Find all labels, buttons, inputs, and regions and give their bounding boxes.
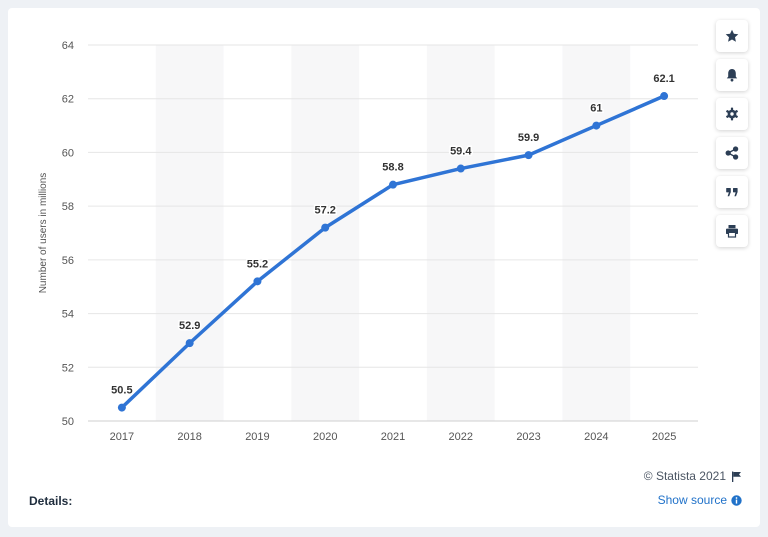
share-icon <box>725 146 739 160</box>
data-labels: 50.5 52.9 55.2 57.2 58.8 59.4 59.9 61 62.1 <box>110 72 677 399</box>
x-axis-ticks: 2017 2018 2019 2020 2021 2022 2023 2024 2025 <box>110 431 677 443</box>
bell-icon <box>726 69 738 82</box>
share-button[interactable] <box>716 137 748 169</box>
print-button[interactable] <box>716 215 748 247</box>
gridlines <box>88 44 698 422</box>
y-axis-label: Number of users in millions <box>38 173 49 294</box>
x-tick-label: 2021 <box>381 431 405 443</box>
y-tick-label: 52 <box>62 362 74 374</box>
data-point[interactable] <box>456 164 465 173</box>
x-tick-label: 2018 <box>177 431 201 443</box>
data-point[interactable] <box>117 403 126 412</box>
copyright-text: © Statista 2021 <box>643 469 726 483</box>
column-band <box>562 45 631 421</box>
chart-card: 50 52 54 56 58 60 62 64 2017 2018 2019 2020 2021 202… <box>8 8 760 527</box>
x-tick-label: 2025 <box>652 431 676 443</box>
y-tick-label: 64 <box>62 40 74 52</box>
data-label: 62.1 <box>653 73 674 85</box>
data-label: 52.9 <box>179 320 200 332</box>
quote-icon <box>726 188 738 197</box>
settings-button[interactable] <box>716 98 748 130</box>
data-label: 58.8 <box>382 162 403 174</box>
data-label: 59.9 <box>518 132 539 144</box>
y-tick-label: 54 <box>62 309 74 321</box>
favorite-button[interactable] <box>716 20 748 52</box>
star-icon <box>725 29 739 42</box>
copyright: © Statista 2021 <box>644 469 742 483</box>
data-point[interactable] <box>321 223 330 232</box>
column-band <box>155 45 224 421</box>
y-tick-label: 56 <box>62 255 74 267</box>
column-bands <box>155 45 631 421</box>
y-tick-label: 58 <box>62 201 74 213</box>
y-tick-label: 50 <box>62 416 74 428</box>
data-point[interactable] <box>185 339 194 348</box>
x-tick-label: 2020 <box>313 431 337 443</box>
show-source-label: Show source <box>657 493 727 507</box>
y-tick-label: 62 <box>62 94 74 106</box>
data-label: 61 <box>590 103 602 115</box>
cite-button[interactable] <box>716 176 748 208</box>
info-icon <box>731 494 742 506</box>
data-points <box>117 92 669 412</box>
x-tick-label: 2023 <box>516 431 540 443</box>
gear-icon <box>726 107 738 121</box>
data-point[interactable] <box>660 92 669 101</box>
show-source-link[interactable]: Show source <box>658 493 742 507</box>
line-chart: 50 52 54 56 58 60 62 64 2017 2018 2019 2020 2021 202… <box>38 40 698 443</box>
data-point[interactable] <box>524 151 533 160</box>
details-link[interactable]: Details: <box>29 494 73 508</box>
x-tick-label: 2024 <box>584 431 608 443</box>
data-label: 59.4 <box>450 146 472 158</box>
flag-icon <box>732 471 741 482</box>
data-point[interactable] <box>253 277 262 286</box>
x-tick-label: 2022 <box>449 431 473 443</box>
column-band <box>426 45 495 421</box>
print-icon <box>726 225 738 238</box>
data-point[interactable] <box>389 180 397 189</box>
data-label: 55.2 <box>247 258 268 270</box>
data-label: 50.5 <box>111 385 132 397</box>
data-label: 57.2 <box>315 205 336 217</box>
x-tick-label: 2017 <box>110 431 134 443</box>
y-tick-label: 60 <box>62 147 74 159</box>
chart-toolbar <box>716 20 762 254</box>
y-axis-ticks: 50 52 54 56 58 60 62 64 <box>62 40 74 428</box>
data-point[interactable] <box>592 121 601 130</box>
x-tick-label: 2019 <box>245 431 269 443</box>
notification-button[interactable] <box>716 59 748 91</box>
column-band <box>291 45 360 421</box>
